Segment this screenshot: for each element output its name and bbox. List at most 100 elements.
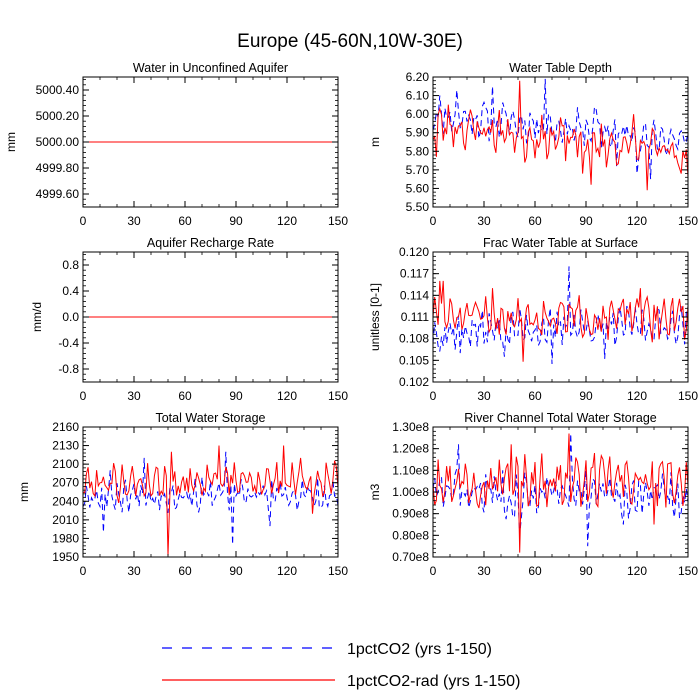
x-tick-label: 0 xyxy=(430,389,437,403)
y-tick-label: 0.111 xyxy=(401,310,430,324)
panel-aquifer-recharge-rate: 0 30 60 90 120 150 -0.8 -0.4 0.0 0.4 0.8 Aquifer Re… xyxy=(30,236,348,403)
legend: 1pctCO2 (yrs 1-150) 1pctCO2-rad (yrs 1-1… xyxy=(162,641,520,690)
panel-total-water-storage: 0 30 60 90 120 150 1950 1980 2010 2040 2070 2100 213… xyxy=(17,411,348,578)
y-axis-label: mm xyxy=(17,482,31,502)
y-tick-label: 1.10e8 xyxy=(392,463,429,477)
x-tick-label: 60 xyxy=(528,389,542,403)
y-tick-label: 1.00e8 xyxy=(392,485,429,499)
y-axis-label: unitless [0-1] xyxy=(368,283,382,351)
series-line-total-water-storage-1pctco2-rad xyxy=(83,445,338,556)
x-tick-label: 90 xyxy=(229,389,243,403)
x-tick-label: 90 xyxy=(579,214,593,228)
x-tick-label: 90 xyxy=(579,389,593,403)
x-tick-label: 30 xyxy=(127,214,141,228)
x-tick-label: 120 xyxy=(277,564,297,578)
y-tick-label: 5.80 xyxy=(406,144,430,158)
plot-frame xyxy=(432,76,689,208)
y-tick-label: 0.8 xyxy=(62,258,79,272)
y-tick-label: 2010 xyxy=(52,513,79,527)
x-tick-label: 30 xyxy=(477,214,491,228)
y-tick-label: 2100 xyxy=(52,457,79,471)
x-tick-label: 90 xyxy=(229,564,243,578)
x-tick-label: 120 xyxy=(627,389,647,403)
panel-title: Water Table Depth xyxy=(509,61,612,75)
x-tick-label: 150 xyxy=(678,564,698,578)
series-line-river-channel-storage-1pctco2-rad xyxy=(433,433,688,553)
y-tick-label: 5.60 xyxy=(406,181,430,195)
x-tick-label: 0 xyxy=(80,389,87,403)
y-tick-label: -0.8 xyxy=(58,362,79,376)
y-tick-label: 6.10 xyxy=(406,89,430,103)
y-axis-label: m xyxy=(368,137,382,147)
x-tick-label: 150 xyxy=(328,564,348,578)
x-tick-label: 60 xyxy=(178,564,192,578)
y-tick-label: 1.30e8 xyxy=(392,420,429,434)
y-tick-label: 6.00 xyxy=(406,107,430,121)
y-tick-label: 5.90 xyxy=(406,126,430,140)
x-tick-label: 60 xyxy=(178,389,192,403)
y-tick-label: 5.50 xyxy=(406,200,430,214)
series-line-water-table-depth-1pctco2 xyxy=(433,78,688,180)
x-tick-label: 0 xyxy=(430,214,437,228)
y-tick-label: 4999.80 xyxy=(36,161,80,175)
x-tick-label: 30 xyxy=(127,564,141,578)
panel-title: River Channel Total Water Storage xyxy=(464,411,657,425)
series-line-water-table-depth-1pctco2-rad xyxy=(433,80,688,191)
y-tick-label: 0.105 xyxy=(399,353,429,367)
y-tick-label: 1.20e8 xyxy=(392,442,429,456)
y-tick-label: 0.70e8 xyxy=(392,550,429,564)
y-axis-label: mm xyxy=(4,132,18,152)
series-line-frac-water-table-surface-1pctco2-rad xyxy=(433,280,688,362)
y-tick-label: 0.0 xyxy=(62,310,79,324)
series-line-frac-water-table-surface-1pctco2 xyxy=(433,266,688,364)
y-tick-label: 1980 xyxy=(52,531,79,545)
y-tick-label: 0.80e8 xyxy=(392,528,429,542)
figure-title: Europe (45-60N,10W-30E) xyxy=(237,31,463,52)
x-tick-label: 0 xyxy=(80,564,87,578)
x-tick-label: 150 xyxy=(678,214,698,228)
x-tick-label: 90 xyxy=(229,214,243,228)
x-tick-label: 30 xyxy=(477,389,491,403)
panel-frac-water-table-surface: 0 30 60 90 120 150 0.102 0.105 0.108 0.111 0.114 0.… xyxy=(368,236,698,403)
y-axis-label: m3 xyxy=(368,483,382,500)
x-tick-label: 150 xyxy=(328,214,348,228)
panel-title: Water in Unconfined Aquifer xyxy=(133,61,288,75)
x-tick-label: 30 xyxy=(127,389,141,403)
y-tick-label: 0.90e8 xyxy=(392,507,429,521)
x-tick-label: 60 xyxy=(528,564,542,578)
y-tick-label: 1950 xyxy=(52,550,79,564)
panel-water-unconfined-aquifer: 0 30 60 90 120 150 4999.60 4999.80 5000.00 5000.2… xyxy=(4,61,348,228)
x-tick-label: 150 xyxy=(328,389,348,403)
y-tick-label: 0.102 xyxy=(399,375,429,389)
x-tick-label: 120 xyxy=(277,389,297,403)
y-tick-label: 5000.40 xyxy=(36,83,80,97)
y-axis-label: mm/d xyxy=(30,302,44,332)
y-tick-label: 2130 xyxy=(52,439,79,453)
x-tick-label: 0 xyxy=(80,214,87,228)
x-tick-label: 120 xyxy=(627,564,647,578)
legend-label-1pctco2-rad: 1pctCO2-rad (yrs 1-150) xyxy=(347,673,520,690)
x-tick-label: 0 xyxy=(430,564,437,578)
y-tick-label: 0.108 xyxy=(399,332,429,346)
plot-frame xyxy=(82,426,339,558)
y-tick-label: 5000.20 xyxy=(36,109,80,123)
x-tick-label: 90 xyxy=(579,564,593,578)
x-tick-label: 150 xyxy=(678,389,698,403)
panel-river-channel-storage: 0 30 60 90 120 150 0.70e8 0.80e8 0.90e8 1.00e8 1.1… xyxy=(368,411,698,578)
y-tick-label: 2160 xyxy=(52,420,79,434)
panels: 0 30 60 90 120 150 4999.60 4999.80 5000.00 5000.2… xyxy=(4,61,698,578)
y-tick-label: 2070 xyxy=(52,476,79,490)
x-tick-label: 120 xyxy=(627,214,647,228)
y-tick-label: 0.117 xyxy=(400,267,429,281)
y-tick-label: 5.70 xyxy=(406,163,430,177)
y-tick-label: 0.114 xyxy=(400,288,429,302)
panel-water-table-depth: 0 30 60 90 120 150 5.50 5.60 5.70 5.80 5.90 6.00 6.1… xyxy=(368,61,698,228)
y-tick-label: 0.4 xyxy=(62,284,79,298)
y-tick-label: 6.20 xyxy=(406,70,430,84)
y-tick-label: 0.120 xyxy=(399,245,429,259)
x-tick-label: 30 xyxy=(477,564,491,578)
y-tick-label: 2040 xyxy=(52,494,79,508)
panel-title: Frac Water Table at Surface xyxy=(483,236,638,250)
panel-title: Aquifer Recharge Rate xyxy=(147,236,274,250)
